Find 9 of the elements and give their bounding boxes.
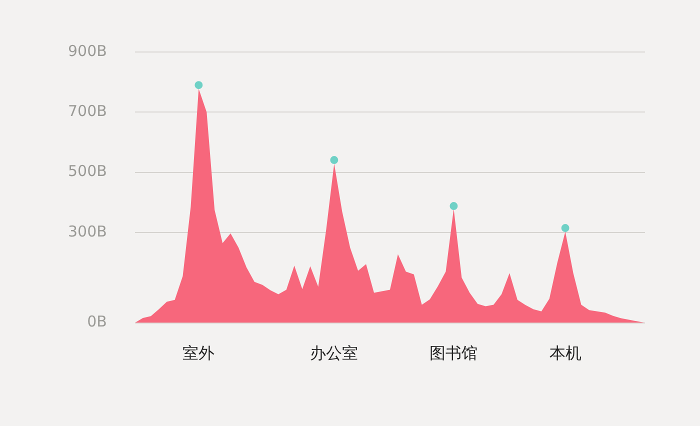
y-tick-label: 0B — [87, 312, 107, 331]
y-tick-label: 300B — [68, 222, 107, 240]
y-tick-label: 500B — [68, 162, 107, 180]
x-tick-label: 图书馆 — [430, 344, 478, 363]
x-tick-label: 室外 — [182, 344, 215, 363]
x-tick-label: 本机 — [549, 344, 582, 363]
x-tick-label: 办公室 — [310, 344, 358, 363]
y-tick-label: 700B — [68, 102, 107, 120]
y-tick-label: 900B — [68, 42, 107, 60]
